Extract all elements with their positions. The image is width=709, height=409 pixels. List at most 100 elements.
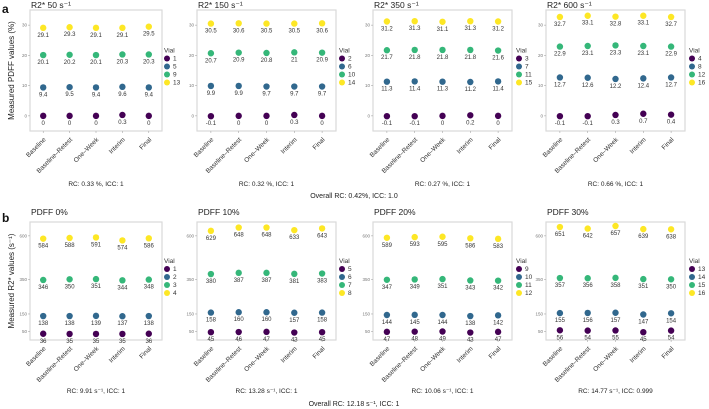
y-tick-label: 350 [535, 277, 543, 282]
data-point-vial-13 [40, 24, 47, 32]
data-point-vial-13 [667, 327, 675, 334]
x-category-label: Baseline [542, 136, 565, 159]
data-label: 0 [94, 121, 98, 127]
data-point-vial-8 [667, 74, 675, 81]
data-point-vial-16 [612, 13, 619, 20]
data-label: 9.4 [92, 92, 101, 98]
panel-b-2: PDFF 10%50150350600BaselineBaseline–Rete… [186, 207, 352, 395]
legend-label: 14 [348, 80, 356, 87]
data-label: 22.9 [554, 52, 566, 58]
data-label: 9.7 [290, 92, 299, 98]
x-category-label: Baseline [369, 345, 392, 368]
legend-swatch [689, 266, 695, 272]
y-tick-label: 30 [538, 23, 544, 28]
data-point-vial-15 [667, 276, 675, 283]
legend-label: 15 [698, 282, 706, 289]
data-point-vial-2 [318, 112, 326, 120]
data-label: 0 [441, 121, 445, 127]
data-label: 47 [495, 337, 502, 343]
data-label: 349 [410, 284, 421, 290]
data-point-vial-1 [66, 112, 73, 120]
data-point-vial-7 [439, 78, 446, 85]
data-label: 11.4 [409, 86, 421, 92]
data-point-vial-14 [584, 309, 591, 317]
legend-swatch [339, 79, 345, 86]
data-point-vial-7 [383, 78, 391, 85]
data-label: 344 [117, 285, 128, 291]
data-label: 29.1 [117, 33, 129, 39]
data-label: 11.2 [465, 87, 477, 93]
data-point-vial-4 [119, 237, 126, 244]
data-label: 9.9 [207, 91, 216, 97]
legend-label: 3 [525, 56, 529, 63]
overall-rc-row-a: Overall RC: 0.42%, ICC: 1.0 [310, 193, 398, 200]
data-point-vial-6 [235, 82, 242, 90]
data-label: 56 [557, 335, 564, 341]
data-label: 154 [666, 318, 677, 324]
data-label: 342 [493, 286, 504, 292]
data-label: 23.1 [637, 51, 649, 57]
data-label: 31.3 [409, 26, 421, 32]
data-label: -0.1 [555, 121, 566, 127]
legend-swatch [339, 290, 345, 296]
data-point-vial-5 [235, 328, 242, 336]
data-label: 11.3 [381, 87, 393, 93]
data-point-vial-14 [291, 20, 298, 27]
data-label: 157 [289, 318, 300, 324]
data-label: 9.4 [145, 92, 154, 98]
data-label: 9.4 [39, 92, 48, 98]
row-b-r2star-charts: Measured R2* values (s⁻¹)PDFF 0%50150350… [7, 207, 706, 395]
data-label: 138 [465, 321, 476, 327]
data-point-vial-7 [235, 269, 242, 277]
data-label: 351 [437, 284, 448, 290]
data-point-vial-2 [145, 312, 152, 320]
legend-label: 13 [173, 80, 181, 87]
data-label: 21 [291, 57, 298, 63]
data-point-vial-11 [383, 276, 391, 283]
x-category-label: Final [138, 136, 153, 151]
legend-title: Vial [516, 258, 527, 265]
legend-swatch [339, 71, 345, 78]
data-point-vial-11 [383, 47, 391, 54]
data-point-vial-11 [467, 46, 474, 54]
data-point-vial-12 [383, 234, 391, 241]
legend-swatch [516, 274, 522, 280]
rc-icc-label: RC: 9.91 s⁻¹, ICC: 1 [67, 388, 126, 395]
data-label: 31.1 [437, 27, 449, 33]
data-label: -0.1 [206, 121, 217, 127]
y-axis-label: Measured PDFF values (%) [7, 21, 16, 120]
data-label: 588 [65, 243, 76, 249]
data-point-vial-2 [263, 112, 270, 120]
data-point-vial-11 [439, 275, 446, 283]
data-label: 0 [237, 121, 241, 127]
data-label: 21.8 [437, 55, 449, 61]
data-point-vial-14 [207, 20, 215, 27]
data-point-vial-4 [667, 111, 675, 118]
y-tick-label: 150 [186, 311, 194, 316]
legend-swatch [689, 282, 695, 288]
data-label: 20.2 [64, 60, 76, 66]
data-label: 642 [583, 234, 594, 240]
data-point-vial-16 [612, 222, 619, 230]
y-tick-label: 50 [538, 329, 544, 334]
data-point-vial-8 [235, 224, 242, 231]
data-label: -0.1 [583, 121, 594, 127]
legend-label: 12 [525, 290, 533, 297]
legend-swatch [516, 71, 522, 78]
x-category-label: Baseline [193, 136, 216, 159]
x-category-label: Interim [108, 136, 127, 155]
legend-swatch [516, 282, 522, 288]
data-point-vial-16 [667, 226, 675, 233]
data-point-vial-3 [439, 112, 446, 120]
data-label: 30.5 [261, 29, 273, 35]
data-point-vial-5 [207, 328, 215, 336]
y-tick-label: 350 [362, 277, 370, 282]
data-label: 593 [410, 242, 421, 248]
legend-label: 2 [173, 274, 177, 281]
data-point-vial-9 [145, 51, 152, 58]
data-label: 20.9 [316, 58, 328, 64]
y-tick-label: 0 [367, 113, 370, 118]
data-point-vial-6 [291, 309, 298, 316]
data-label: 381 [289, 279, 300, 285]
